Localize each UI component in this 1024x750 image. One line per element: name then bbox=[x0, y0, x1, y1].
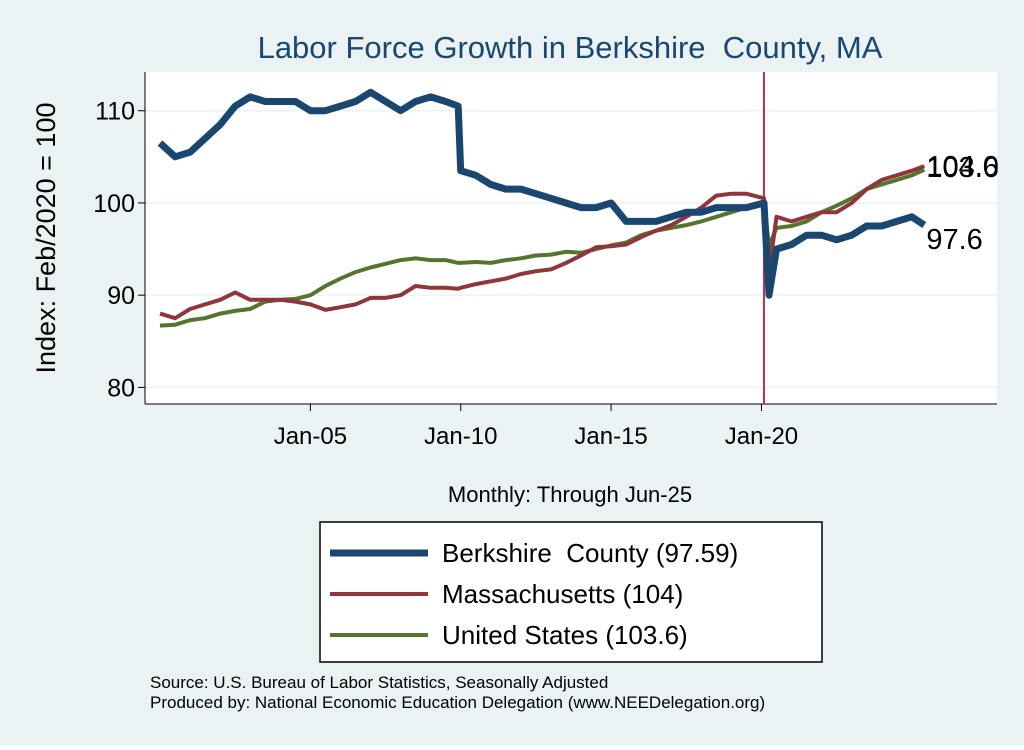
legend-label: Berkshire County (97.59) bbox=[442, 538, 738, 568]
y-tick-label: 90 bbox=[107, 282, 135, 310]
legend-label: Massachusetts (104) bbox=[442, 579, 683, 609]
produced-note: Produced by: National Economic Education… bbox=[150, 693, 765, 712]
series-line bbox=[159, 164, 925, 321]
y-axis-title: Index: Feb/2020 = 100 bbox=[31, 103, 61, 374]
x-tick-label: Jan-15 bbox=[574, 423, 647, 450]
x-tick-label: Jan-10 bbox=[424, 423, 497, 450]
source-note: Source: U.S. Bureau of Labor Statistics,… bbox=[150, 673, 608, 692]
x-tick-label: Jan-05 bbox=[274, 423, 347, 450]
y-tick-label: 100 bbox=[93, 190, 135, 218]
x-tick-label: Jan-20 bbox=[725, 423, 798, 450]
end-label: 97.6 bbox=[926, 224, 982, 256]
x-axis-title: Monthly: Through Jun-25 bbox=[448, 482, 692, 507]
chart-title: Labor Force Growth in Berkshire County, … bbox=[258, 30, 883, 65]
end-label: 103.6 bbox=[926, 152, 999, 184]
y-tick-label: 110 bbox=[95, 98, 135, 126]
series-line bbox=[159, 167, 926, 328]
legend-label: United States (103.6) bbox=[442, 620, 688, 650]
end-label: 104.0 bbox=[926, 151, 999, 183]
y-tick-label: 80 bbox=[107, 374, 135, 402]
plot-area bbox=[145, 72, 997, 404]
series-line bbox=[157, 88, 927, 299]
